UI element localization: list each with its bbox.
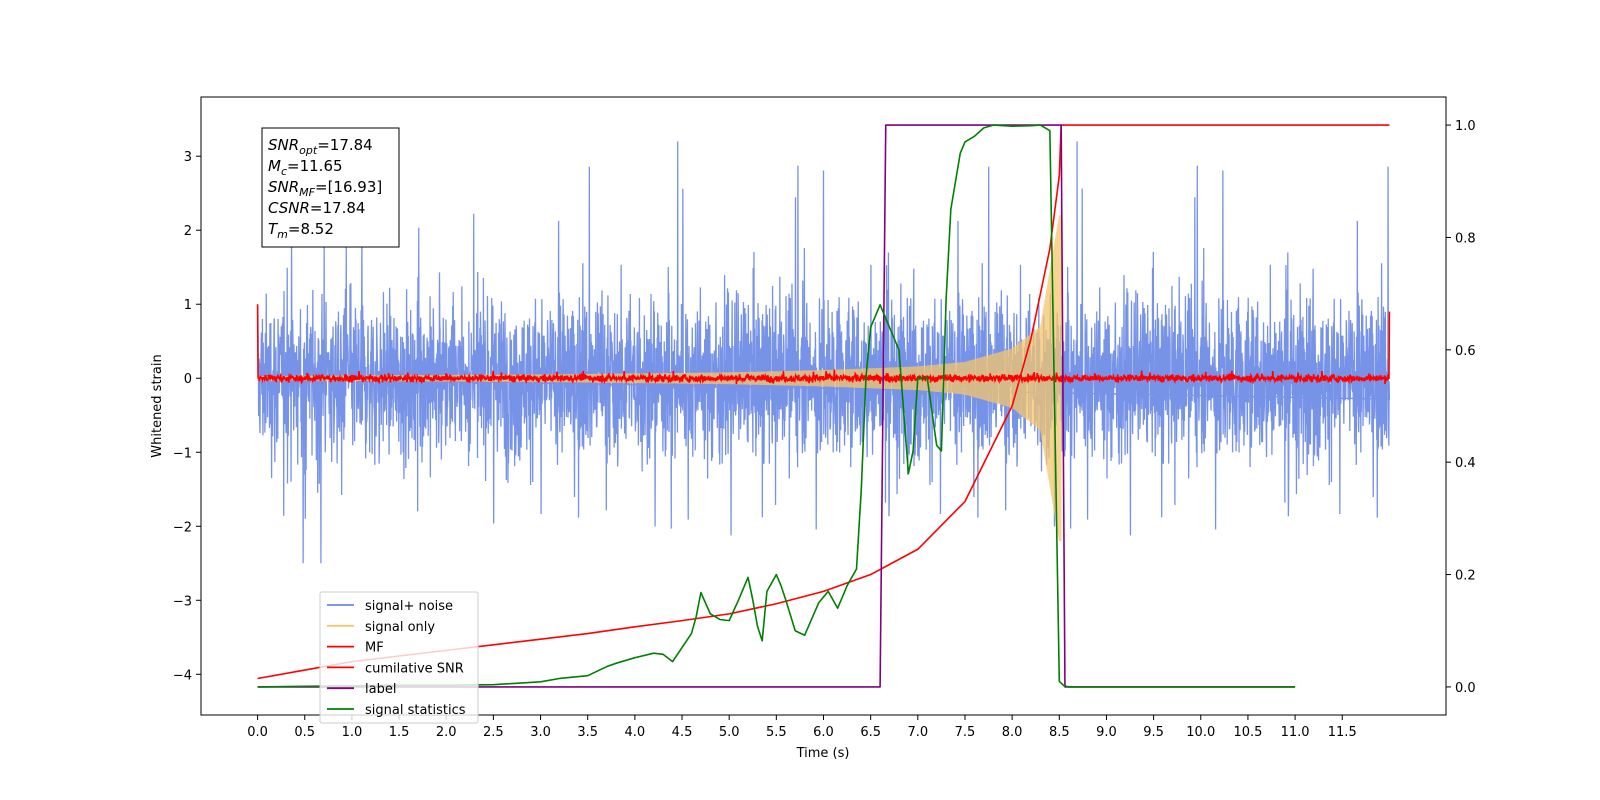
- axes-layer: 0.0 0.5 1.0 1.5 2.0 2.5 3.0 3.5 4.0 4.5 5.0 5.5 6.0 6…: [173, 119, 1476, 740]
- y-tick-label: −2: [173, 520, 192, 535]
- series-mf: [256, 304, 1391, 385]
- series-signal-plus-noise: [256, 141, 1391, 564]
- annotation-line: Mc=11.65: [268, 157, 343, 178]
- x-tick-label: 9.5: [1143, 725, 1164, 740]
- y-tick-label: 2: [184, 224, 192, 239]
- annotation-line: SNRopt=17.84: [268, 136, 373, 157]
- annotation-line: CSNR=17.84: [268, 199, 365, 217]
- x-tick-label: 10.0: [1186, 725, 1215, 740]
- x-tick-label: 4.5: [672, 725, 693, 740]
- series-signal-statistics: [257, 124, 1296, 688]
- legend-label: MF: [365, 641, 384, 656]
- y2-tick-label: 1.0: [1455, 119, 1476, 134]
- legend-label: cumilative SNR: [365, 661, 464, 676]
- y-tick-label: 0: [184, 372, 192, 387]
- x-tick-label: 5.0: [719, 725, 740, 740]
- y2-tick-label: 0.6: [1455, 344, 1476, 359]
- x-tick-label: 3.5: [577, 725, 598, 740]
- legend: signal+ noise signal only MF cumilative SNR…: [319, 591, 479, 724]
- x-tick-label: 9.0: [1096, 725, 1117, 740]
- y-axis-label: Whitened strain: [150, 354, 165, 457]
- y2-tick-label: 0.8: [1455, 231, 1476, 246]
- annotation-frame: [261, 127, 400, 248]
- y-tick-label: 1: [184, 298, 192, 313]
- legend-frame: [319, 591, 479, 724]
- x-tick-label: 11.0: [1281, 725, 1310, 740]
- y-tick-label: −3: [173, 594, 192, 609]
- x-tick-label: 2.0: [436, 725, 457, 740]
- x-tick-label: 5.5: [766, 725, 787, 740]
- x-tick-label: 1.5: [389, 725, 410, 740]
- x-axis-label: Time (s): [796, 746, 850, 761]
- annotation-line: Tm=8.52: [268, 220, 334, 241]
- x-tick-label: 4.0: [625, 725, 646, 740]
- y2-tick-label: 0.0: [1455, 681, 1476, 696]
- y-tick-label: −4: [173, 668, 192, 683]
- x-tick-label: 7.5: [955, 725, 976, 740]
- x-tick-label: 3.0: [530, 725, 551, 740]
- y2-tick-label: 0.2: [1455, 569, 1476, 584]
- legend-label: signal+ noise: [365, 599, 453, 614]
- legend-label: label: [365, 682, 396, 697]
- x-tick-label: 0.5: [294, 725, 315, 740]
- x-tick-label: 0.0: [247, 725, 268, 740]
- x-tick-label: 6.0: [813, 725, 834, 740]
- y2-tick-label: 0.4: [1455, 456, 1476, 471]
- annotation-box: SNRopt=17.84Mc=11.65SNRMF=[16.93]CSNR=17…: [261, 127, 400, 248]
- annotation-line: SNRMF=[16.93]: [268, 178, 382, 199]
- x-tick-label: 8.5: [1049, 725, 1070, 740]
- y-tick-label: −1: [173, 446, 192, 461]
- x-tick-label: 8.0: [1002, 725, 1023, 740]
- x-tick-label: 1.0: [342, 725, 363, 740]
- x-tick-label: 11.5: [1328, 725, 1357, 740]
- x-tick-label: 6.5: [860, 725, 881, 740]
- x-tick-label: 10.5: [1233, 725, 1262, 740]
- x-tick-label: 2.5: [483, 725, 504, 740]
- y-tick-label: 3: [184, 150, 192, 165]
- x-tick-label: 7.0: [907, 725, 928, 740]
- legend-label: signal statistics: [365, 703, 466, 718]
- legend-label: signal only: [365, 620, 435, 635]
